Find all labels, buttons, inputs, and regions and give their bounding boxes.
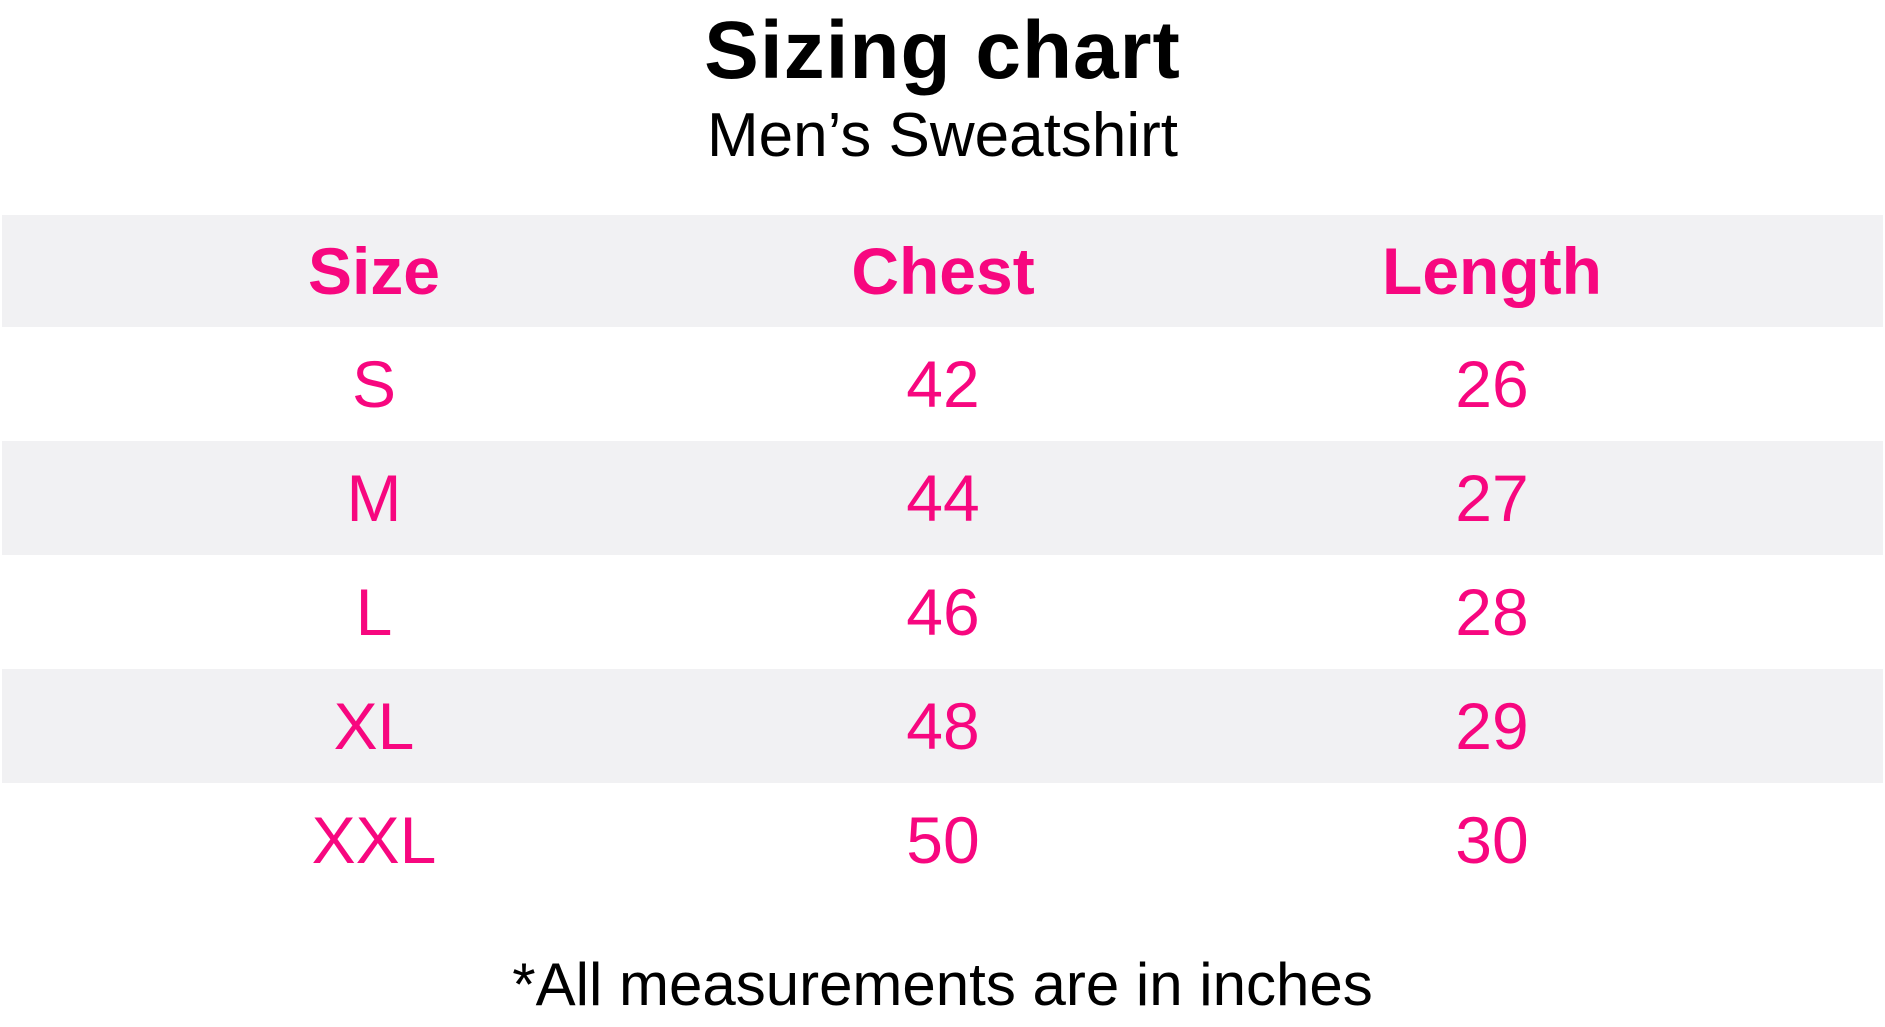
table-header-row: Size Chest Length [2,215,1883,327]
table-row: S 42 26 [2,327,1883,441]
length-cell: 27 [1455,461,1529,535]
sizing-table: Size Chest Length S 42 26 M 44 27 L 46 2… [2,215,1883,897]
length-cell: 26 [1455,347,1529,421]
chest-cell: 44 [906,461,980,535]
table-row: L 46 28 [2,555,1883,669]
header-size: Size [307,234,441,308]
table-row: XXL 50 30 [2,783,1883,897]
size-cell: M [346,461,402,535]
size-cell: XXL [311,803,437,877]
chest-cell: 42 [906,347,980,421]
table-row: M 44 27 [2,441,1883,555]
length-cell: 30 [1455,803,1529,877]
length-cell: 28 [1455,575,1529,649]
table-row: XL 48 29 [2,669,1883,783]
chart-title: Sizing chart [704,5,1181,96]
chest-cell: 48 [906,689,980,763]
header-chest: Chest [851,234,1035,308]
footnote: *All measurements are in inches [512,951,1373,1018]
chest-cell: 46 [906,575,980,649]
size-cell: S [351,347,397,421]
length-cell: 29 [1455,689,1529,763]
chest-cell: 50 [906,803,980,877]
size-cell: L [355,575,393,649]
size-cell: XL [333,689,415,763]
header-length: Length [1382,234,1602,308]
chart-subtitle: Men’s Sweatshirt [707,101,1178,170]
